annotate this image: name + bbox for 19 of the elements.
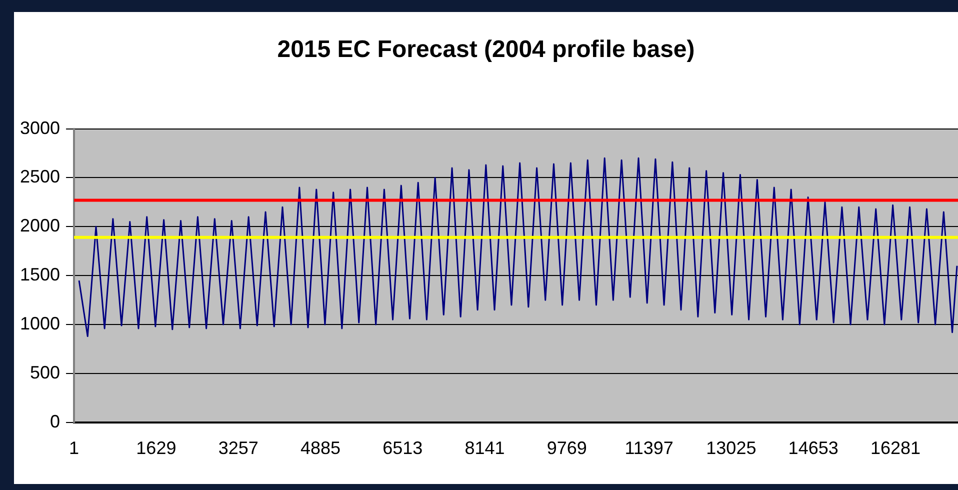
x-tick-label: 1629	[136, 438, 176, 458]
x-tick-label: 6513	[382, 438, 423, 458]
y-tick-label: 0	[50, 411, 60, 432]
x-tick-label: 1	[69, 438, 80, 458]
y-tick-label: 500	[30, 362, 60, 382]
x-tick-label: 8141	[464, 438, 505, 458]
y-tick-label: 2500	[20, 166, 60, 187]
y-tick-label: 3000	[20, 118, 60, 138]
x-tick-label: 9769	[546, 438, 587, 458]
x-tick-label: 13025	[706, 438, 756, 458]
y-tick-label: 2000	[20, 216, 60, 236]
x-tick-label: 3257	[218, 438, 258, 458]
x-tick-label: 14653	[788, 438, 838, 458]
x-tick-label: 4885	[300, 438, 340, 458]
x-tick-label: 11397	[624, 438, 674, 458]
chart-title: 2015 EC Forecast (2004 profile base)	[277, 36, 695, 64]
y-tick-label: 1500	[20, 264, 60, 285]
y-tick-label: 1000	[20, 314, 60, 334]
x-tick-label: 16281	[870, 438, 921, 458]
